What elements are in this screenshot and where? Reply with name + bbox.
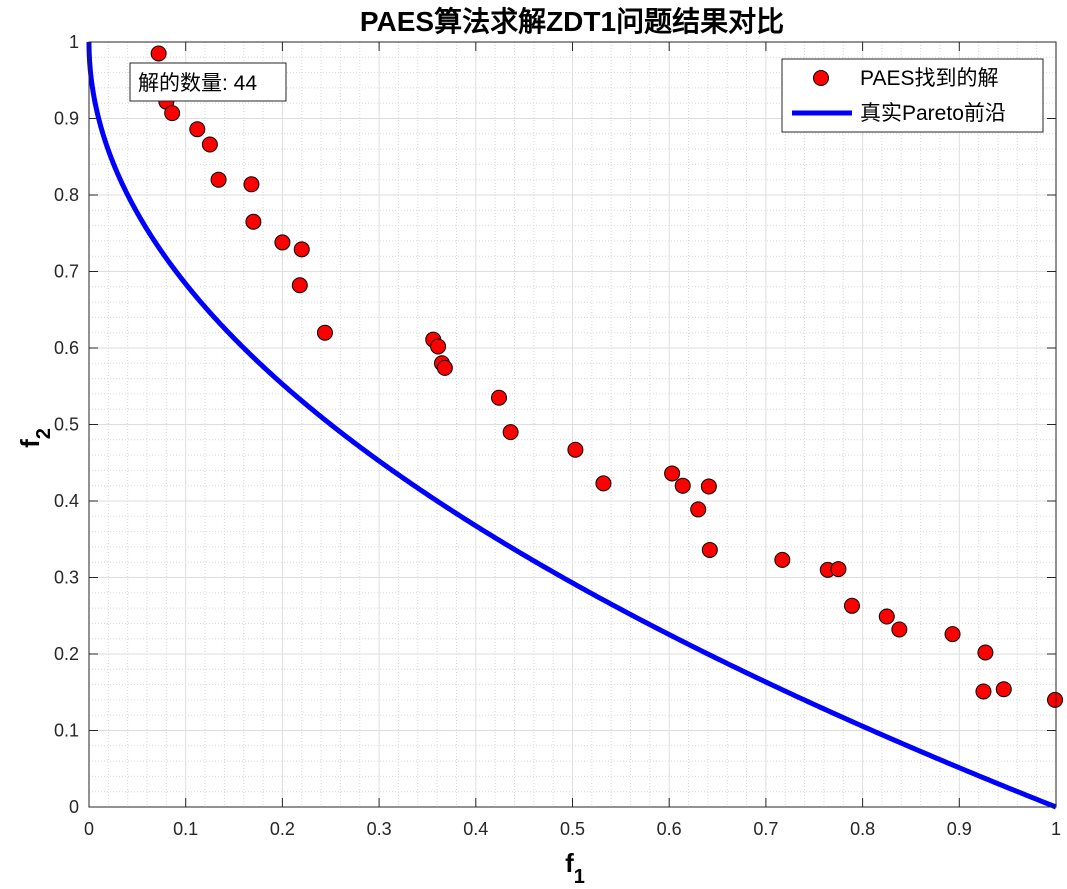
y-tick-label: 0.6 [54,338,79,358]
y-tick-label: 0.3 [54,568,79,588]
x-tick-label: 0.5 [560,819,585,839]
solution-point [210,171,227,188]
y-tick-label: 0 [69,797,79,817]
x-axis-label-sub: 1 [574,866,585,888]
y-tick-label: 0.9 [54,109,79,129]
solution-point [245,213,262,230]
y-tick-label: 0.8 [54,185,79,205]
solution-point [316,324,333,341]
solution-point [502,424,519,441]
x-tick-label: 0.6 [657,819,682,839]
solution-point [830,561,847,578]
legend-label-scatter: PAES找到的解 [860,67,998,90]
solution-point [995,681,1012,698]
solution-point [664,465,681,482]
solution-point [944,626,961,643]
y-tick-label: 0.4 [54,491,79,511]
x-tick-label: 0.8 [850,819,875,839]
solution-point [243,176,260,193]
x-axis-label-main: f [565,848,574,878]
solution-point [878,608,895,625]
y-tick-label: 0.7 [54,262,79,282]
solution-point [164,105,181,122]
x-tick-label: 0 [84,819,94,839]
legend: PAES找到的解 真实Pareto前沿 [781,58,1044,133]
y-axis-label-main: f [15,439,45,448]
count-annotation-text: 解的数量: 44 [138,72,257,95]
y-axis-label: f2 [15,428,55,448]
solution-point [595,475,612,492]
solution-point [274,234,291,251]
y-tick-label: 0.2 [54,644,79,664]
solution-point [774,551,791,568]
y-tick-label: 1 [69,32,79,52]
legend-label-line: 真实Pareto前沿 [860,102,1006,125]
legend-box [781,58,1044,133]
solution-point [975,683,992,700]
legend-marker-scatter [813,70,829,86]
solution-point [567,441,584,458]
y-tick-label: 0.5 [54,415,79,435]
x-axis-label: f1 [565,848,585,888]
y-axis-ticks: 0 0.1 0.2 0.3 0.4 0.5 0.6 0.7 0.8 0.9 1 [54,32,1056,817]
solution-point [293,241,310,258]
solution-point [150,45,167,62]
count-annotation: 解的数量: 44 [129,62,287,102]
x-tick-label: 0.3 [367,819,392,839]
x-tick-label: 0.2 [270,819,295,839]
major-grid [89,42,1056,807]
solution-point [291,277,308,294]
count-annotation-box [129,62,287,102]
solution-point [977,644,994,661]
chart-title: PAES算法求解ZDT1问题结果对比 [360,5,784,37]
solution-point [690,501,707,518]
solution-point [700,478,717,495]
solution-point [674,477,691,494]
solution-point [843,597,860,614]
y-tick-label: 0.1 [54,721,79,741]
solution-point [891,621,908,638]
x-tick-label: 0.1 [173,819,198,839]
solution-point [436,359,453,376]
solution-point [201,136,218,153]
y-axis-label-sub: 2 [33,428,55,439]
solution-point [701,541,718,558]
x-tick-label: 0.9 [947,819,972,839]
x-tick-label: 1 [1051,819,1061,839]
solution-point [1047,691,1064,708]
solution-point [189,121,206,138]
solution-point [430,338,447,355]
x-tick-label: 0.7 [753,819,778,839]
x-tick-label: 0.4 [463,819,488,839]
x-axis-ticks: 0 0.1 0.2 0.3 0.4 0.5 0.6 0.7 0.8 0.9 1 [84,42,1061,839]
pareto-front-line [86,41,1057,810]
solution-point [491,389,508,406]
